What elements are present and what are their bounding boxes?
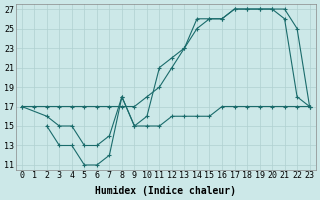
X-axis label: Humidex (Indice chaleur): Humidex (Indice chaleur)	[95, 186, 236, 196]
